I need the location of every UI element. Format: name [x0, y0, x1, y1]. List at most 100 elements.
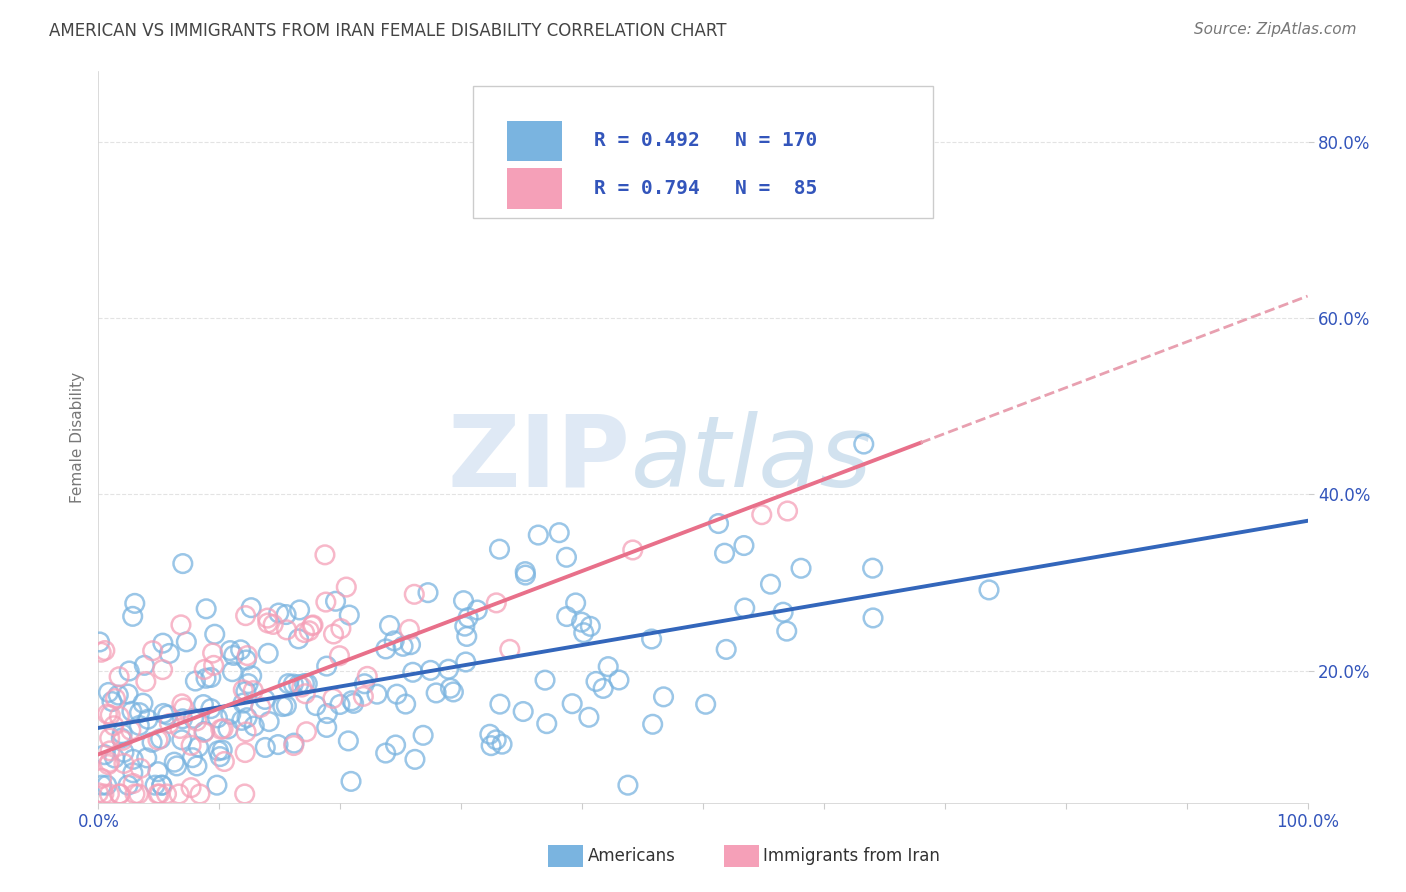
Point — [236, 711, 259, 725]
Point — [489, 697, 512, 711]
Point — [453, 593, 475, 607]
Point — [527, 528, 550, 542]
Point — [97, 757, 120, 772]
Point — [283, 677, 305, 691]
Point — [302, 618, 325, 632]
Point — [561, 697, 583, 711]
Point — [150, 778, 173, 792]
Point — [135, 674, 157, 689]
Point — [201, 646, 224, 660]
Point — [118, 664, 141, 678]
Point — [598, 659, 620, 673]
Point — [169, 722, 191, 736]
Text: Immigrants from Iran: Immigrants from Iran — [763, 847, 941, 865]
Point — [121, 609, 143, 624]
Point — [127, 787, 149, 801]
Point — [232, 696, 254, 710]
Point — [205, 778, 228, 792]
Text: R = 0.794   N =  85: R = 0.794 N = 85 — [595, 179, 817, 198]
Point — [209, 749, 232, 764]
Point — [713, 546, 735, 560]
Point — [314, 548, 336, 562]
Point — [124, 596, 146, 610]
Point — [772, 605, 794, 619]
Point — [395, 697, 418, 711]
Point — [232, 682, 254, 697]
Point — [176, 635, 198, 649]
Text: AMERICAN VS IMMIGRANTS FROM IRAN FEMALE DISABILITY CORRELATION CHART: AMERICAN VS IMMIGRANTS FROM IRAN FEMALE … — [49, 22, 727, 40]
Point — [515, 568, 537, 582]
Point — [256, 611, 278, 625]
Point — [384, 738, 406, 752]
Point — [392, 640, 415, 654]
Point — [167, 787, 190, 801]
Point — [315, 721, 337, 735]
Point — [734, 601, 756, 615]
Point — [322, 691, 344, 706]
Point — [157, 647, 180, 661]
Point — [103, 719, 125, 733]
Point — [187, 739, 209, 754]
Point — [242, 683, 264, 698]
Point — [454, 655, 477, 669]
Point — [262, 617, 284, 632]
Point — [128, 718, 150, 732]
Point — [555, 550, 578, 565]
Point — [104, 691, 127, 706]
Point — [337, 734, 360, 748]
Point — [186, 759, 208, 773]
Point — [862, 561, 884, 575]
Point — [97, 685, 120, 699]
Point — [104, 751, 127, 765]
Point — [188, 787, 211, 801]
Point — [790, 561, 813, 575]
Point — [143, 778, 166, 792]
Point — [98, 744, 121, 758]
Point — [714, 642, 737, 657]
Point — [342, 697, 364, 711]
Point — [132, 696, 155, 710]
Point — [93, 747, 115, 762]
Point — [404, 752, 426, 766]
Point — [134, 658, 156, 673]
Point — [253, 692, 276, 706]
Point — [579, 619, 602, 633]
Point — [207, 744, 229, 758]
Point — [288, 603, 311, 617]
Point — [108, 787, 131, 801]
Text: atlas: atlas — [630, 410, 872, 508]
Point — [534, 673, 557, 688]
Point — [479, 739, 502, 753]
Point — [117, 687, 139, 701]
Point — [512, 705, 534, 719]
Point — [129, 761, 152, 775]
Point — [120, 723, 142, 738]
Point — [117, 778, 139, 792]
Point — [425, 686, 447, 700]
Point — [180, 739, 202, 753]
Point — [465, 603, 488, 617]
Point — [536, 716, 558, 731]
Point — [274, 607, 297, 622]
Point — [163, 755, 186, 769]
Point — [221, 665, 243, 679]
Y-axis label: Female Disability: Female Disability — [69, 371, 84, 503]
Point — [374, 746, 396, 760]
Point — [328, 648, 350, 663]
Point — [122, 752, 145, 766]
Point — [254, 740, 277, 755]
Point — [90, 778, 112, 792]
Point — [294, 676, 316, 690]
Point — [256, 615, 278, 630]
Point — [776, 504, 799, 518]
Point — [548, 525, 571, 540]
Point — [315, 659, 337, 673]
Point — [214, 755, 236, 769]
Point — [295, 724, 318, 739]
Point — [977, 582, 1000, 597]
Point — [488, 542, 510, 557]
Point — [98, 787, 121, 801]
Point — [146, 787, 169, 801]
Point — [89, 635, 111, 649]
Point — [356, 669, 378, 683]
